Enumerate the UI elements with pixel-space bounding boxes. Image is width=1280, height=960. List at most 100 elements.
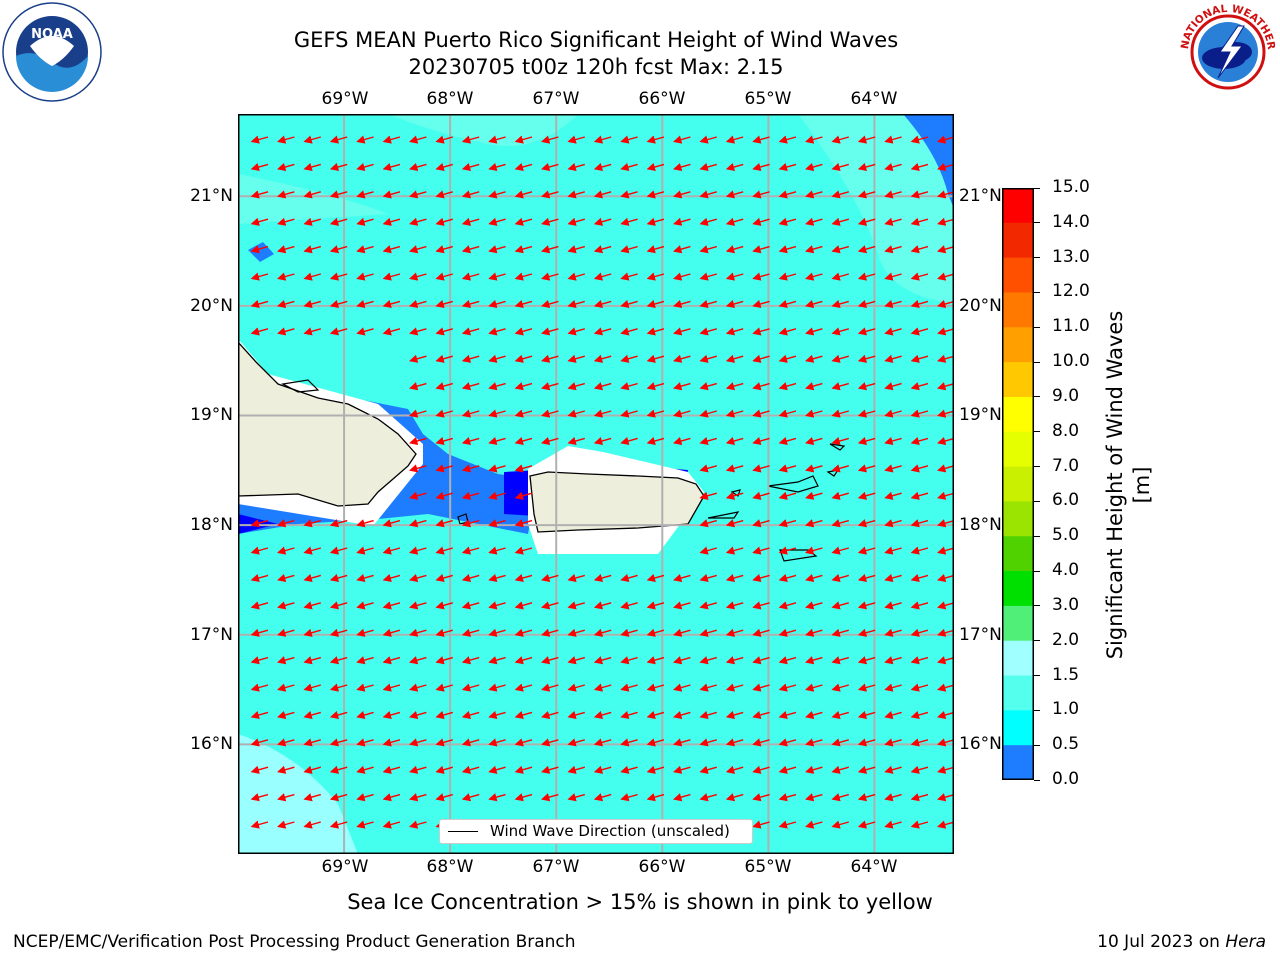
wave-direction-arrow — [461, 327, 480, 336]
wave-direction-arrow — [488, 546, 506, 555]
colorbar-tick — [1034, 222, 1040, 224]
wave-direction-arrow — [699, 299, 717, 309]
wave-direction-arrow — [699, 546, 717, 555]
wave-direction-arrow — [382, 765, 401, 774]
wave-direction-arrow — [593, 738, 612, 747]
wave-direction-arrow — [778, 491, 797, 500]
wave-direction-arrow — [910, 135, 929, 144]
wave-direction-arrow — [329, 162, 348, 172]
wave-direction-arrow — [488, 299, 506, 309]
wave-direction-arrow — [752, 491, 770, 500]
wave-direction-arrow — [435, 628, 453, 637]
wave-direction-arrow — [409, 519, 427, 528]
wave-direction-arrow — [937, 327, 954, 336]
wave-direction-arrow — [646, 162, 665, 172]
wave-direction-arrow — [382, 683, 401, 692]
wave-direction-arrow — [620, 190, 638, 199]
wave-direction-arrow — [435, 519, 453, 528]
wave-direction-arrow — [593, 217, 612, 226]
wave-direction-arrow — [778, 738, 797, 747]
wave-direction-arrow — [646, 573, 665, 583]
wave-direction-arrow — [778, 628, 797, 637]
colorbar-tick — [1034, 744, 1040, 746]
wave-direction-arrow — [567, 245, 585, 254]
colorbar-segment — [1002, 257, 1034, 293]
wave-direction-arrow — [250, 601, 269, 610]
wave-direction-arrow — [593, 573, 612, 583]
wave-direction-arrow — [778, 299, 797, 309]
map-border — [238, 114, 954, 854]
wave-direction-arrow — [514, 436, 533, 446]
wave-direction-arrow — [461, 683, 480, 692]
wave-direction-arrow — [488, 272, 506, 281]
wave-direction-arrow — [646, 217, 665, 226]
colorbar-segment — [1002, 710, 1034, 746]
wave-direction-arrow — [329, 546, 348, 555]
colorbar-tick — [1034, 535, 1040, 537]
wave-direction-arrow — [673, 327, 691, 336]
wave-direction-arrow — [329, 656, 348, 665]
wave-direction-arrow — [778, 382, 797, 391]
wave-direction-arrow — [778, 793, 797, 802]
wave-direction-arrow — [461, 546, 480, 555]
island-shape — [281, 379, 320, 393]
wave-direction-arrow — [488, 327, 506, 336]
colorbar-tick-label: 8.0 — [1052, 420, 1080, 441]
wave-direction-arrow — [435, 738, 453, 747]
wave-direction-arrow — [725, 409, 744, 418]
wave-direction-arrow — [620, 656, 638, 665]
lat-label-left: 21°N — [190, 186, 233, 206]
wave-direction-arrow — [541, 710, 559, 720]
wave-direction-arrow — [303, 546, 321, 555]
wave-direction-arrow — [831, 217, 849, 226]
wave-direction-arrow — [805, 573, 823, 583]
wave-direction-arrow — [620, 793, 638, 802]
wave-direction-arrow — [752, 409, 770, 418]
wave-direction-arrow — [488, 354, 506, 363]
wave-direction-arrow — [673, 245, 691, 254]
lat-label-right: 16°N — [959, 734, 1002, 754]
colorbar-tick — [1034, 500, 1040, 502]
wave-direction-arrow — [620, 628, 638, 637]
wave-direction-arrow — [593, 793, 612, 802]
wave-direction-arrow — [646, 628, 665, 637]
colorbar-segment — [1002, 640, 1034, 677]
wave-direction-arrow — [541, 436, 559, 446]
wave-direction-arrow — [382, 546, 401, 555]
wave-direction-arrow — [409, 491, 427, 500]
wave-direction-arrow — [884, 272, 902, 281]
wave-direction-arrow — [778, 190, 797, 199]
wave-direction-arrow — [329, 820, 348, 829]
wave-direction-arrow — [329, 217, 348, 226]
wave-direction-arrow — [250, 272, 269, 281]
wave-direction-arrow — [514, 656, 533, 665]
lat-label-left: 20°N — [190, 296, 233, 316]
wave-direction-arrow — [514, 710, 533, 720]
wave-direction-arrow — [857, 217, 876, 226]
wave-direction-arrow — [752, 190, 770, 199]
colorbar-segment — [1002, 396, 1034, 433]
wave-direction-arrow — [250, 628, 269, 637]
wave-direction-arrow — [646, 601, 665, 610]
colorbar-tick-label: 2.0 — [1052, 629, 1080, 650]
wave-direction-arrow — [435, 683, 453, 692]
lon-label-top: 68°W — [426, 89, 474, 109]
wave-direction-arrow — [725, 190, 744, 199]
lon-label-bottom: 69°W — [321, 857, 369, 877]
wave-direction-arrow — [567, 354, 585, 363]
wave-direction-arrow — [725, 464, 744, 473]
wave-direction-arrow — [356, 628, 374, 637]
wave-direction-arrow — [910, 162, 929, 172]
wave-direction-arrow — [725, 272, 744, 281]
lat-label-right: 21°N — [959, 186, 1002, 206]
wave-direction-arrow — [541, 573, 559, 583]
wave-direction-arrow — [277, 765, 295, 774]
wave-direction-arrow — [250, 793, 269, 802]
wave-direction-arrow — [409, 464, 427, 473]
wave-direction-arrow — [329, 245, 348, 254]
wave-direction-arrow — [673, 299, 691, 309]
wave-direction-arrow — [699, 245, 717, 254]
colorbar-segment — [1002, 292, 1034, 328]
wave-direction-arrow — [884, 354, 902, 363]
colorbar-tick-label: 3.0 — [1052, 594, 1080, 615]
